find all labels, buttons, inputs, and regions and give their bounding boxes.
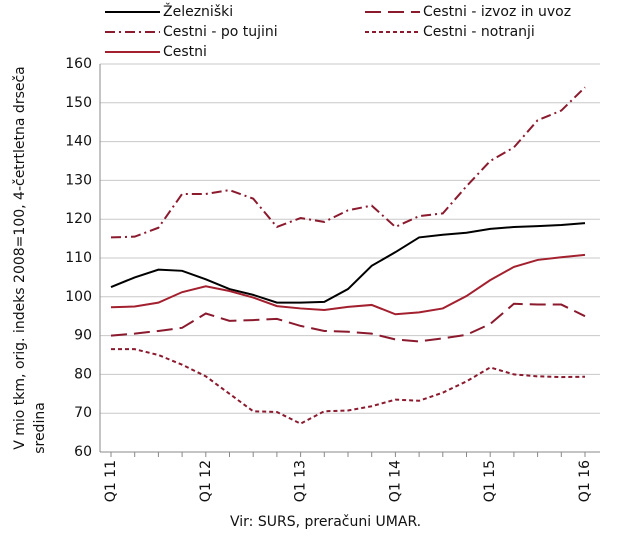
x-tick-label: Q1 16 xyxy=(577,460,593,502)
y-tick-label: 70 xyxy=(74,405,92,421)
y-tick-label: 160 xyxy=(65,56,92,72)
series-line xyxy=(110,86,586,239)
series-line xyxy=(110,302,586,343)
legend-label: Železniški xyxy=(163,2,233,20)
legend-label: Cestni - po tujini xyxy=(163,24,278,40)
x-tick-label: Q1 11 xyxy=(103,460,119,502)
legend-label: Cestni - izvoz in uvoz xyxy=(423,4,571,20)
x-tick-label: Q1 14 xyxy=(387,460,403,502)
y-tick-label: 90 xyxy=(74,328,92,344)
y-axis-label: sredina xyxy=(32,402,48,454)
x-tick-label: Q1 13 xyxy=(293,460,309,502)
y-axis-label: V mio tkm, orig. indeks 2008=100, 4-četr… xyxy=(12,66,28,450)
source-note: Vir: SURS, preračuni UMAR. xyxy=(230,514,421,530)
y-tick-label: 60 xyxy=(74,444,92,460)
series-line xyxy=(111,348,586,425)
series-line xyxy=(110,222,586,304)
y-tick-label: 80 xyxy=(74,366,92,382)
y-tick-label: 100 xyxy=(65,289,92,305)
y-tick-label: 130 xyxy=(65,172,92,188)
x-tick-label: Q1 15 xyxy=(482,460,498,502)
x-tick-label: Q1 12 xyxy=(198,460,214,502)
y-tick-label: 110 xyxy=(65,250,92,266)
y-tick-label: 150 xyxy=(65,95,92,111)
legend-label: Cestni - notranji xyxy=(423,24,535,40)
series-line xyxy=(110,253,586,316)
legend-label: Cestni xyxy=(163,44,207,60)
y-tick-label: 120 xyxy=(65,211,92,227)
y-tick-label: 140 xyxy=(65,134,92,150)
